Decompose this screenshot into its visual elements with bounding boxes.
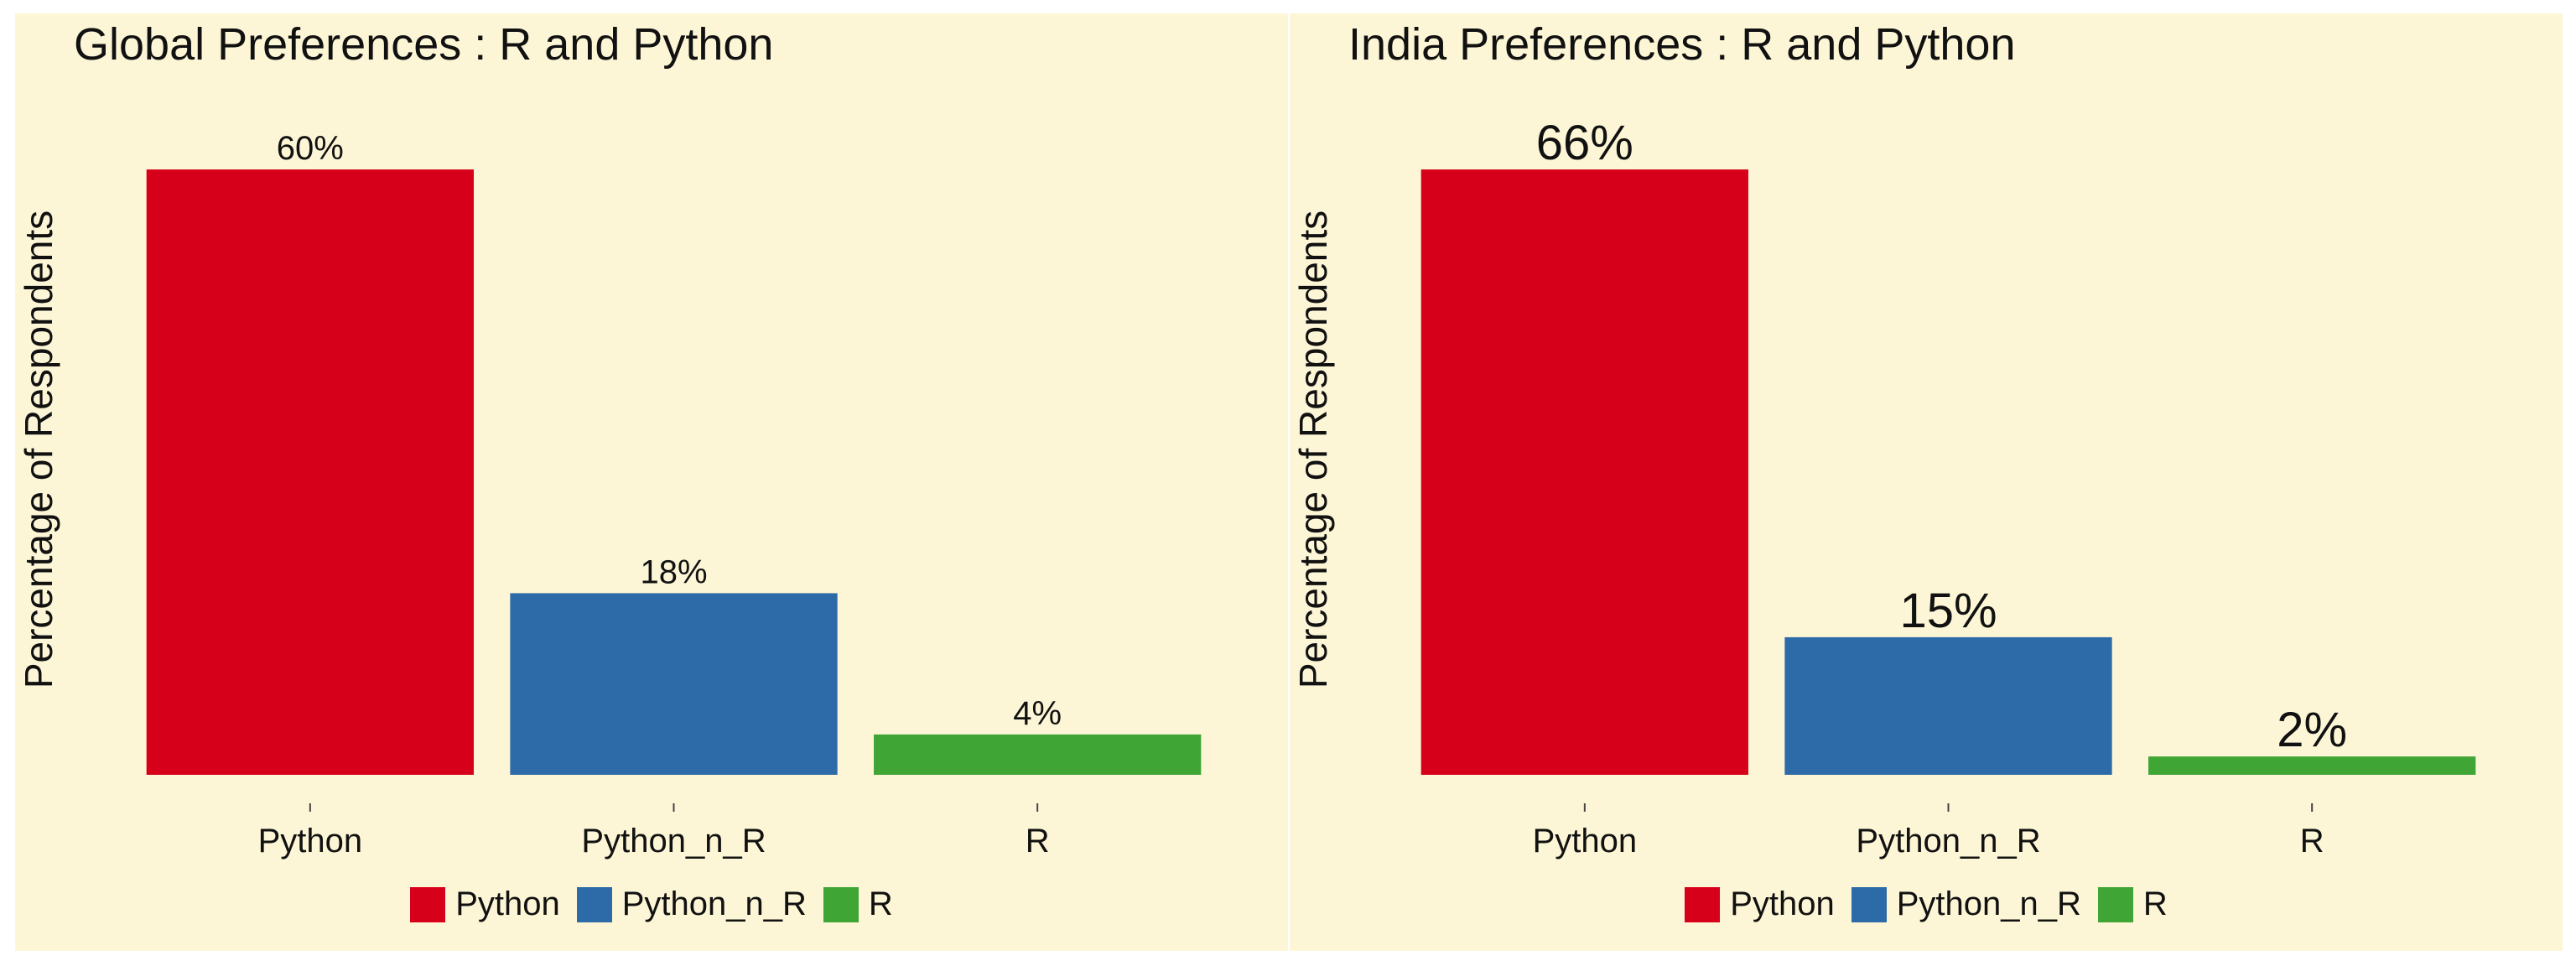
legend-label: Python_n_R: [1896, 886, 2081, 922]
chart-panel-india: India Preferences : R and Python Percent…: [1290, 13, 2563, 951]
bar-python-n-r: [1784, 636, 2112, 775]
legend-swatch: [1851, 886, 1887, 922]
x-tick-label: Python: [258, 823, 363, 860]
legend-swatch: [576, 886, 612, 922]
chart-plot-area: 66% Python 15% Python_n_R 2% R: [1420, 116, 2476, 860]
legend-label: R: [868, 886, 893, 922]
legend-swatch: [1685, 886, 1721, 922]
chart-plot-area: 60% Python 18% Python_n_R 4% R: [146, 130, 1202, 860]
legend-label: Python: [1730, 886, 1835, 922]
data-label: 4%: [1013, 695, 1062, 732]
chart-panel-global: Global Preferences : R and Python Percen…: [15, 13, 1288, 951]
legend-swatch: [823, 886, 859, 922]
data-label: 18%: [640, 553, 707, 590]
legend-item: Python_n_R: [576, 886, 807, 923]
bar-python-n-r: [510, 593, 838, 775]
legend-swatch: [410, 886, 446, 922]
legend-label: Python: [455, 886, 560, 922]
data-label: 60%: [277, 130, 344, 167]
chart-title: Global Preferences : R and Python: [74, 19, 774, 70]
x-tick-label: Python_n_R: [1856, 823, 2040, 860]
legend-item: Python: [1685, 886, 1835, 923]
legend: Python Python_n_R R: [1290, 886, 2563, 923]
legend-swatch: [2097, 886, 2133, 922]
legend-item: R: [2097, 886, 2168, 923]
data-label: 2%: [2277, 703, 2347, 757]
x-tick-label: Python: [1533, 823, 1638, 860]
legend-item: R: [823, 886, 893, 923]
legend-item: Python_n_R: [1851, 886, 2081, 923]
x-tick-label: R: [1026, 823, 1050, 860]
chart-title: India Preferences : R and Python: [1348, 19, 2016, 70]
bar-r: [2148, 756, 2476, 775]
x-tick-label: R: [2300, 823, 2324, 860]
legend-label: R: [2142, 886, 2168, 922]
data-label: 66%: [1536, 116, 1633, 170]
legend-label: Python_n_R: [621, 886, 807, 922]
bar-python: [1420, 169, 1748, 776]
legend-item: Python: [410, 886, 560, 923]
x-tick-label: Python_n_R: [581, 823, 766, 860]
bar-python: [146, 169, 474, 776]
bar-r: [874, 734, 1202, 775]
data-label: 15%: [1899, 584, 1997, 638]
legend: Python Python_n_R R: [15, 886, 1288, 923]
